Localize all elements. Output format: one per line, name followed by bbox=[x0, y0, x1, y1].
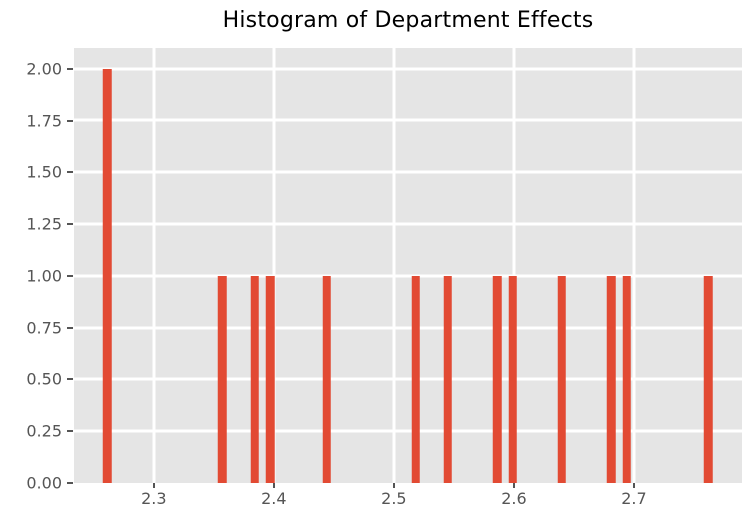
y-tick-label: 0.75 bbox=[26, 318, 62, 338]
histogram-bar bbox=[217, 275, 227, 483]
histogram-bar bbox=[508, 275, 517, 483]
x-tick-mark bbox=[632, 483, 635, 488]
histogram-bar bbox=[557, 275, 567, 483]
chart-title: Histogram of Department Effects bbox=[222, 8, 594, 33]
x-tick-mark bbox=[512, 483, 515, 488]
x-gridline bbox=[152, 48, 156, 483]
x-tick-label: 2.3 bbox=[141, 489, 167, 508]
histogram-bar bbox=[443, 275, 453, 483]
y-tick-label: 0.50 bbox=[26, 369, 62, 389]
histogram-bar bbox=[266, 275, 275, 483]
x-gridline bbox=[512, 48, 516, 483]
y-tick-label: 1.25 bbox=[26, 214, 62, 234]
y-tick-mark bbox=[67, 223, 73, 226]
y-gridline bbox=[74, 429, 742, 433]
histogram-bar bbox=[622, 275, 631, 483]
x-gridline bbox=[392, 48, 396, 483]
y-tick-mark bbox=[67, 482, 73, 484]
y-gridline bbox=[74, 377, 742, 381]
y-tick-mark bbox=[67, 171, 73, 174]
y-tick-mark bbox=[67, 430, 73, 433]
y-tick-label: 1.50 bbox=[26, 162, 62, 182]
x-tick-label: 2.6 bbox=[501, 489, 527, 508]
plot-area bbox=[74, 48, 742, 483]
y-tick-mark bbox=[67, 326, 73, 329]
histogram-bar bbox=[704, 275, 713, 483]
y-gridline bbox=[74, 222, 742, 226]
y-tick-mark bbox=[67, 67, 73, 70]
y-gridline bbox=[74, 326, 742, 330]
y-tick-label: 2.00 bbox=[26, 59, 62, 79]
y-tick-mark bbox=[67, 119, 73, 122]
y-tick-mark bbox=[67, 274, 73, 277]
x-tick-label: 2.7 bbox=[621, 489, 647, 508]
y-tick-mark bbox=[67, 378, 73, 381]
x-tick-label: 2.5 bbox=[381, 489, 407, 508]
y-gridline bbox=[74, 118, 742, 122]
y-gridline bbox=[74, 67, 742, 71]
y-tick-label: 1.75 bbox=[26, 111, 62, 130]
histogram-bar bbox=[411, 275, 420, 483]
histogram-bar bbox=[492, 275, 502, 483]
x-gridline bbox=[272, 48, 276, 483]
y-tick-label: 0.00 bbox=[26, 473, 62, 493]
histogram-bar bbox=[606, 275, 616, 483]
x-tick-label: 2.4 bbox=[261, 489, 287, 508]
histogram-bar bbox=[322, 275, 331, 483]
x-tick-mark bbox=[392, 483, 395, 488]
histogram-bar bbox=[250, 275, 259, 483]
y-tick-label: 1.00 bbox=[26, 266, 62, 286]
x-tick-mark bbox=[152, 483, 155, 488]
x-gridline bbox=[632, 48, 636, 483]
x-tick-mark bbox=[272, 483, 275, 488]
y-gridline bbox=[74, 274, 742, 278]
y-tick-label: 0.25 bbox=[26, 421, 62, 441]
histogram-bar bbox=[102, 68, 112, 483]
y-gridline bbox=[74, 170, 742, 174]
